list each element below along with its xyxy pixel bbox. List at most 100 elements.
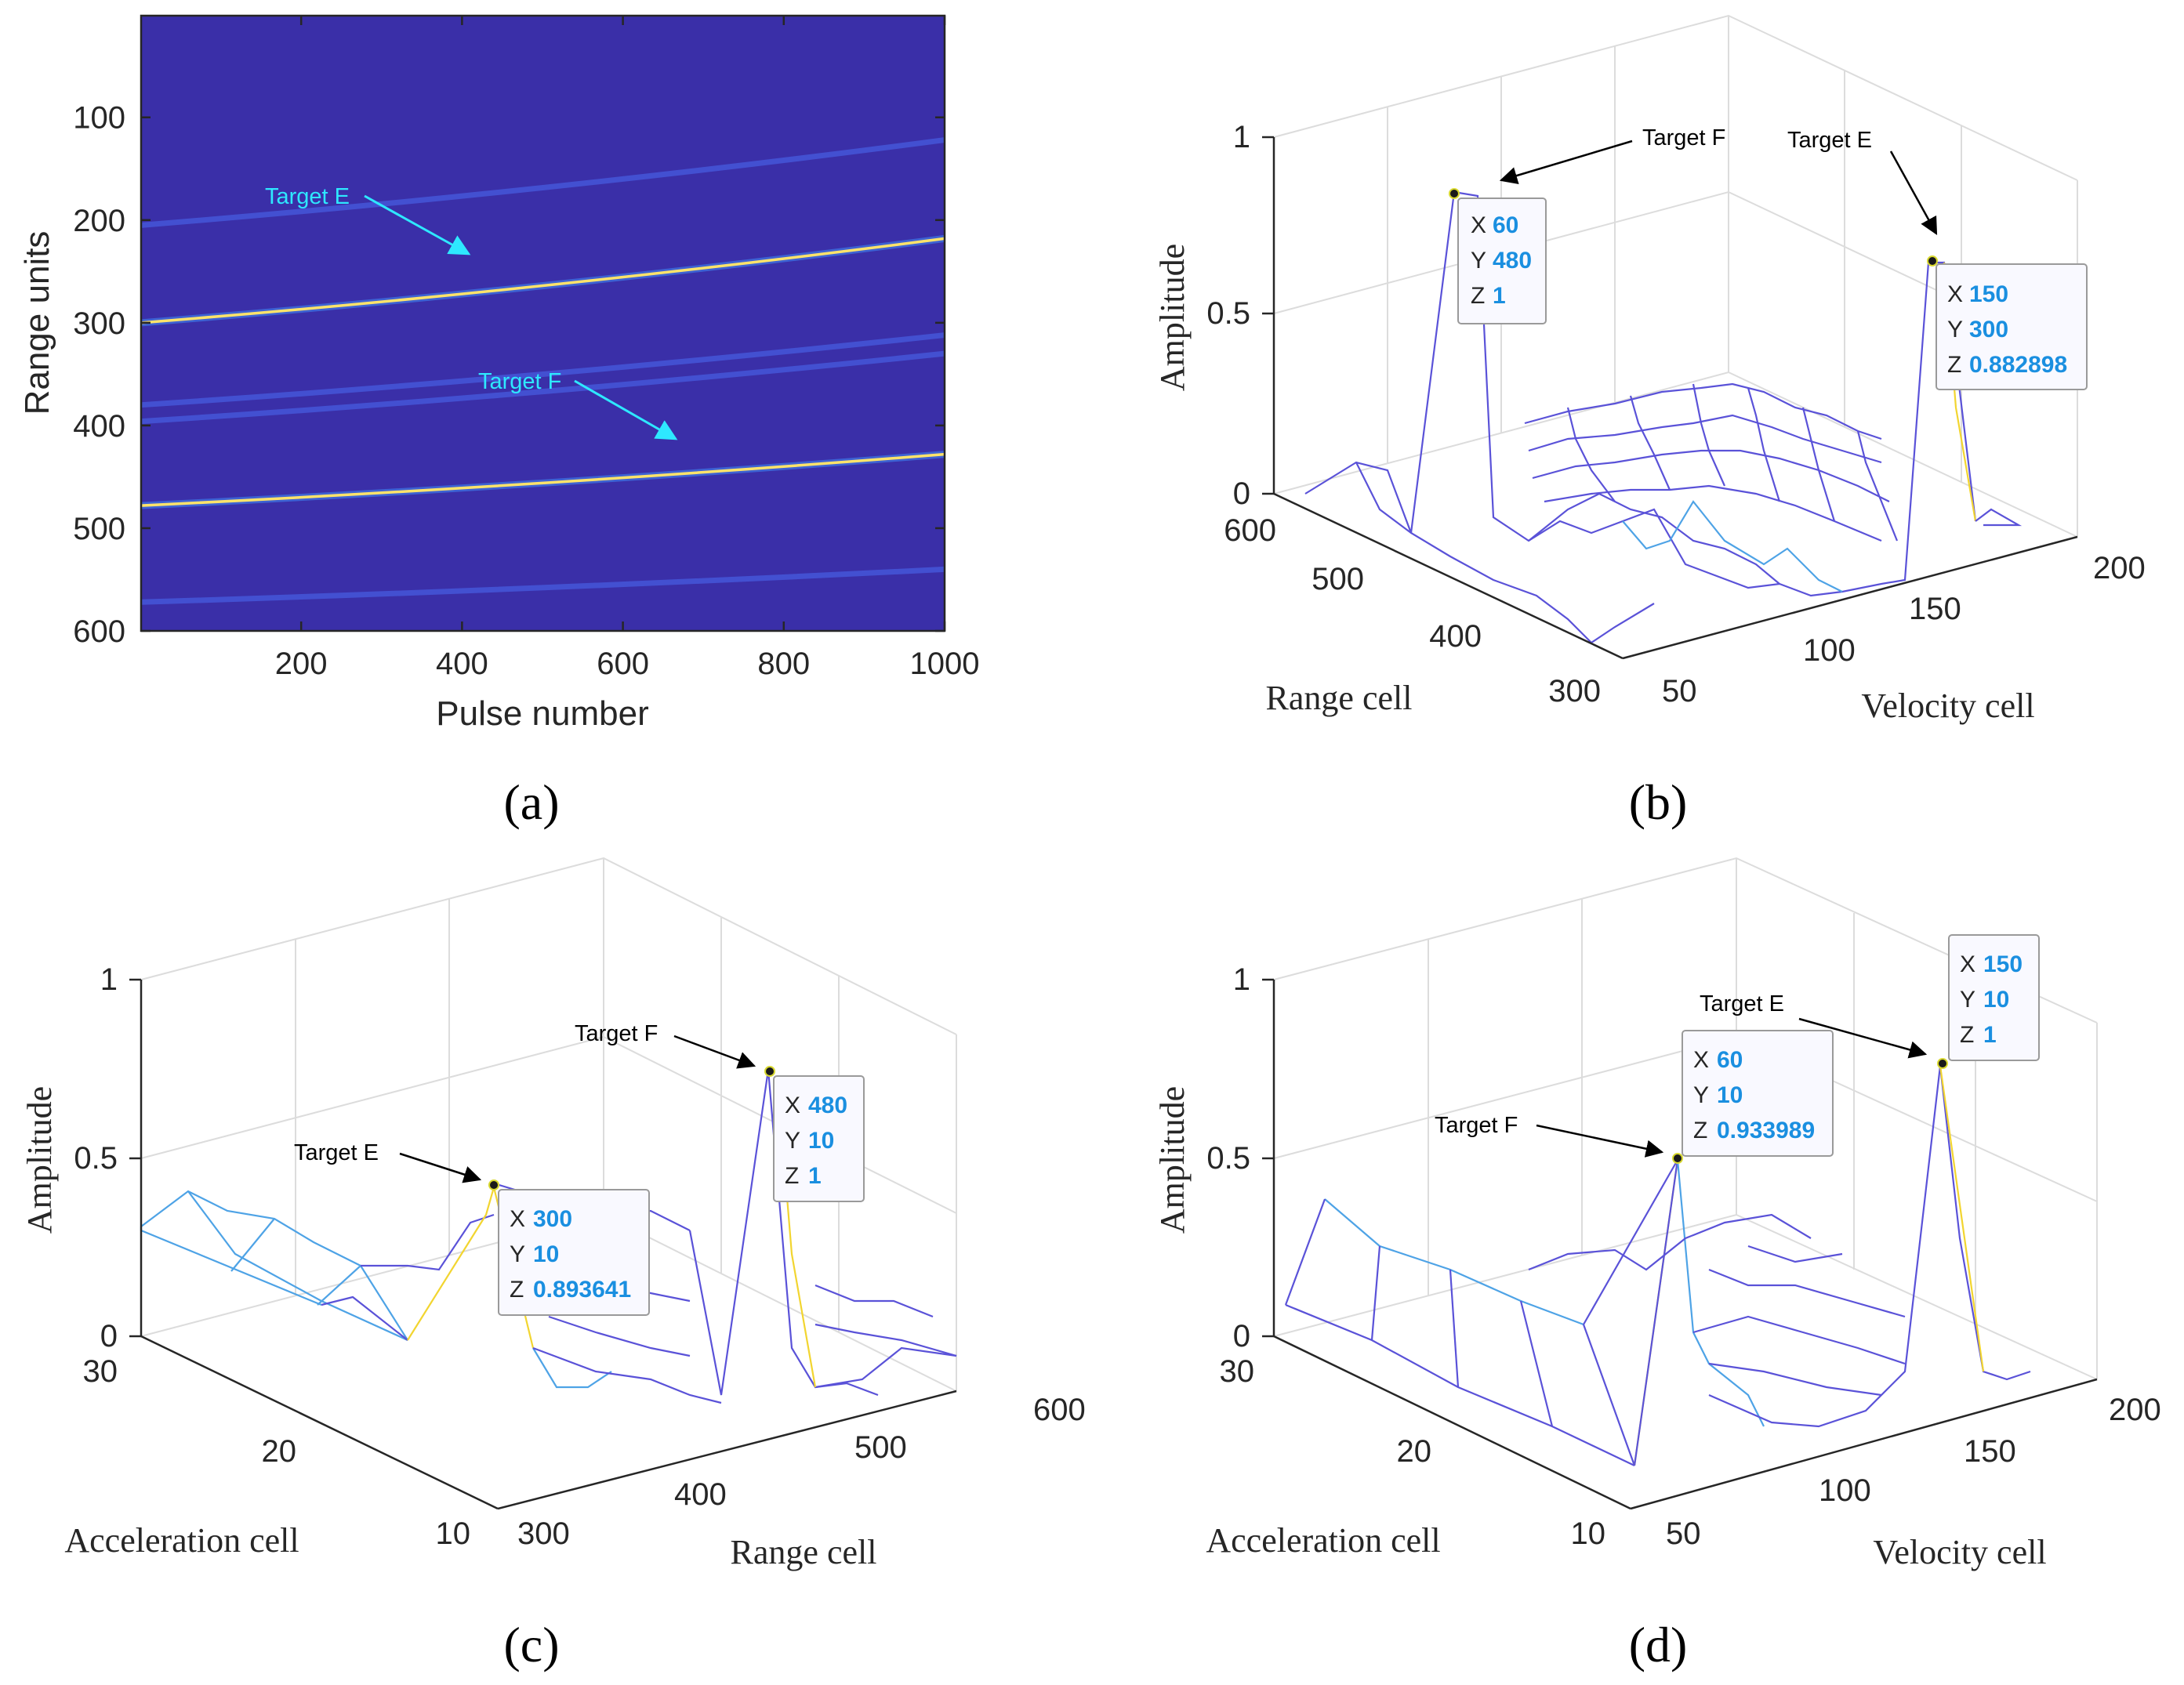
datatip-z: 0.882898 <box>1969 352 2067 378</box>
annotation-target-f: Target F <box>575 1021 658 1046</box>
y-tick-label: 400 <box>1429 619 1482 654</box>
datatip-y: 10 <box>533 1241 559 1267</box>
y-tick-labels: 100 200 300 400 500 600 <box>73 101 945 649</box>
annotation-arrow-f <box>673 1035 756 1069</box>
x-tick-label: 200 <box>275 647 328 681</box>
z-tick-label: 1 <box>1233 962 1250 997</box>
svg-text:X: X <box>785 1093 800 1118</box>
z-tick-label: 0.5 <box>74 1141 118 1176</box>
annotation-arrow <box>364 194 471 255</box>
x-tick-label: 50 <box>1666 1516 1701 1551</box>
x-tick-label: 800 <box>757 647 810 681</box>
peak-marker-target-e <box>488 1180 499 1190</box>
annotation-target-e: Target E <box>1700 991 1784 1016</box>
svg-text:Z: Z <box>785 1163 799 1189</box>
datatip-z: 1 <box>1983 1022 1997 1048</box>
datatip-y: 10 <box>1717 1082 1743 1108</box>
svg-text:Z: Z <box>1693 1118 1707 1143</box>
z-axis-label: Amplitude <box>1153 244 1192 391</box>
y-tick-labels: 10 20 30 <box>1220 1354 1606 1551</box>
y-axis-label: Acceleration cell <box>1206 1521 1440 1560</box>
svg-text:Y: Y <box>1693 1082 1709 1108</box>
y-axis-line <box>1273 1335 1631 1510</box>
annotation-target-e: Target E <box>294 1140 379 1165</box>
z-tick-labels: 00.51 <box>1206 120 1250 511</box>
y-tick-label: 30 <box>1220 1354 1255 1389</box>
datatip-z: 0.893641 <box>533 1277 631 1303</box>
datatip-target-e: X 300 Y 10 Z 0.893641 <box>498 1189 650 1316</box>
x-tick-label: 1000 <box>910 647 980 681</box>
grid-z0 <box>1273 371 2078 538</box>
track-faint <box>140 566 945 605</box>
datatip-y: 480 <box>1493 248 1532 274</box>
datatip-x: 60 <box>1493 212 1518 238</box>
y-axis-line <box>1273 492 1623 660</box>
z-tick-label: 0 <box>100 1319 118 1353</box>
track-faint <box>140 332 945 408</box>
svg-text:Z: Z <box>510 1277 524 1303</box>
datatip-z: 1 <box>1493 283 1506 309</box>
annotation-label: Target E <box>265 184 350 209</box>
y-tick-label: 300 <box>73 306 125 341</box>
y-tick-label: 10 <box>436 1516 471 1551</box>
y-tick-label: 20 <box>262 1434 297 1469</box>
annotation-target-f: Target F <box>478 369 678 440</box>
y-tick-label: 10 <box>1571 1516 1606 1551</box>
svg-text:X: X <box>1947 281 1963 307</box>
datatip-y: 300 <box>1969 317 2008 342</box>
track-bright <box>140 452 945 507</box>
x-axis-label: Velocity cell <box>1861 687 2034 725</box>
x-axis-line <box>1630 1378 2098 1510</box>
peak-marker-target-e <box>1927 255 1938 266</box>
x-tick-labels: 200 400 600 800 1000 <box>275 16 980 681</box>
track-bright <box>140 237 945 324</box>
svg-text:X: X <box>1960 951 1975 977</box>
y-tick-label: 100 <box>73 101 125 136</box>
datatip-target-f: X 60 Y 10 Z 0.933989 <box>1682 1030 1834 1157</box>
annotation-target-e: Target E <box>265 184 471 255</box>
y-tick-labels: 300 400 500 600 <box>1224 513 1601 708</box>
x-tick-label: 400 <box>436 647 488 681</box>
x-tick-labels: 50 100 150 200 <box>1662 551 2146 708</box>
heatmap-background <box>141 16 945 631</box>
x-axis-label: Range cell <box>731 1533 877 1571</box>
svg-text:X: X <box>510 1206 525 1232</box>
track-faint <box>140 350 945 425</box>
z-tick-label: 1 <box>100 962 118 997</box>
y-axis-label: Range units <box>18 231 56 415</box>
annotation-arrow <box>574 379 678 440</box>
annotation-target-e: Target E <box>1787 128 1872 153</box>
svg-text:Y: Y <box>785 1128 800 1154</box>
datatip-y: 10 <box>808 1128 834 1154</box>
peak-marker-target-f <box>1672 1153 1683 1164</box>
x-tick-label: 600 <box>597 647 649 681</box>
z-tick-labels: 00.51 <box>1206 962 1250 1353</box>
x-tick-label: 100 <box>1819 1473 1871 1508</box>
y-tick-label: 400 <box>73 409 125 444</box>
z-tick-label: 0 <box>1233 1319 1250 1353</box>
panel-a-heatmap: 200 400 600 800 1000 100 200 300 400 500 600 Puls… <box>18 14 980 733</box>
annotation-arrow-e <box>1889 150 1938 235</box>
z-tick-label: 0.5 <box>1206 1141 1250 1176</box>
x-tick-label: 500 <box>854 1430 907 1465</box>
z-axis-label: Amplitude <box>1153 1086 1192 1234</box>
x-axis-label: Pulse number <box>436 694 648 733</box>
panel-label-c: (c) <box>503 1617 559 1672</box>
y-tick-label: 600 <box>73 614 125 649</box>
y-axis-label: Acceleration cell <box>64 1521 299 1560</box>
y-tick-label: 500 <box>1311 562 1364 596</box>
peak-marker-target-f <box>764 1066 775 1077</box>
x-tick-labels: 300 400 500 600 <box>517 1393 1086 1551</box>
y-axis-label: Range cell <box>1266 679 1413 717</box>
panel-label-a: (a) <box>503 774 559 830</box>
svg-text:Y: Y <box>1960 987 1975 1013</box>
svg-text:Z: Z <box>1960 1022 1974 1048</box>
z-tick-label: 0 <box>1233 477 1250 511</box>
y-tick-label: 500 <box>73 512 125 546</box>
svg-text:Y: Y <box>1471 248 1486 274</box>
y-tick-label: 20 <box>1397 1434 1432 1469</box>
